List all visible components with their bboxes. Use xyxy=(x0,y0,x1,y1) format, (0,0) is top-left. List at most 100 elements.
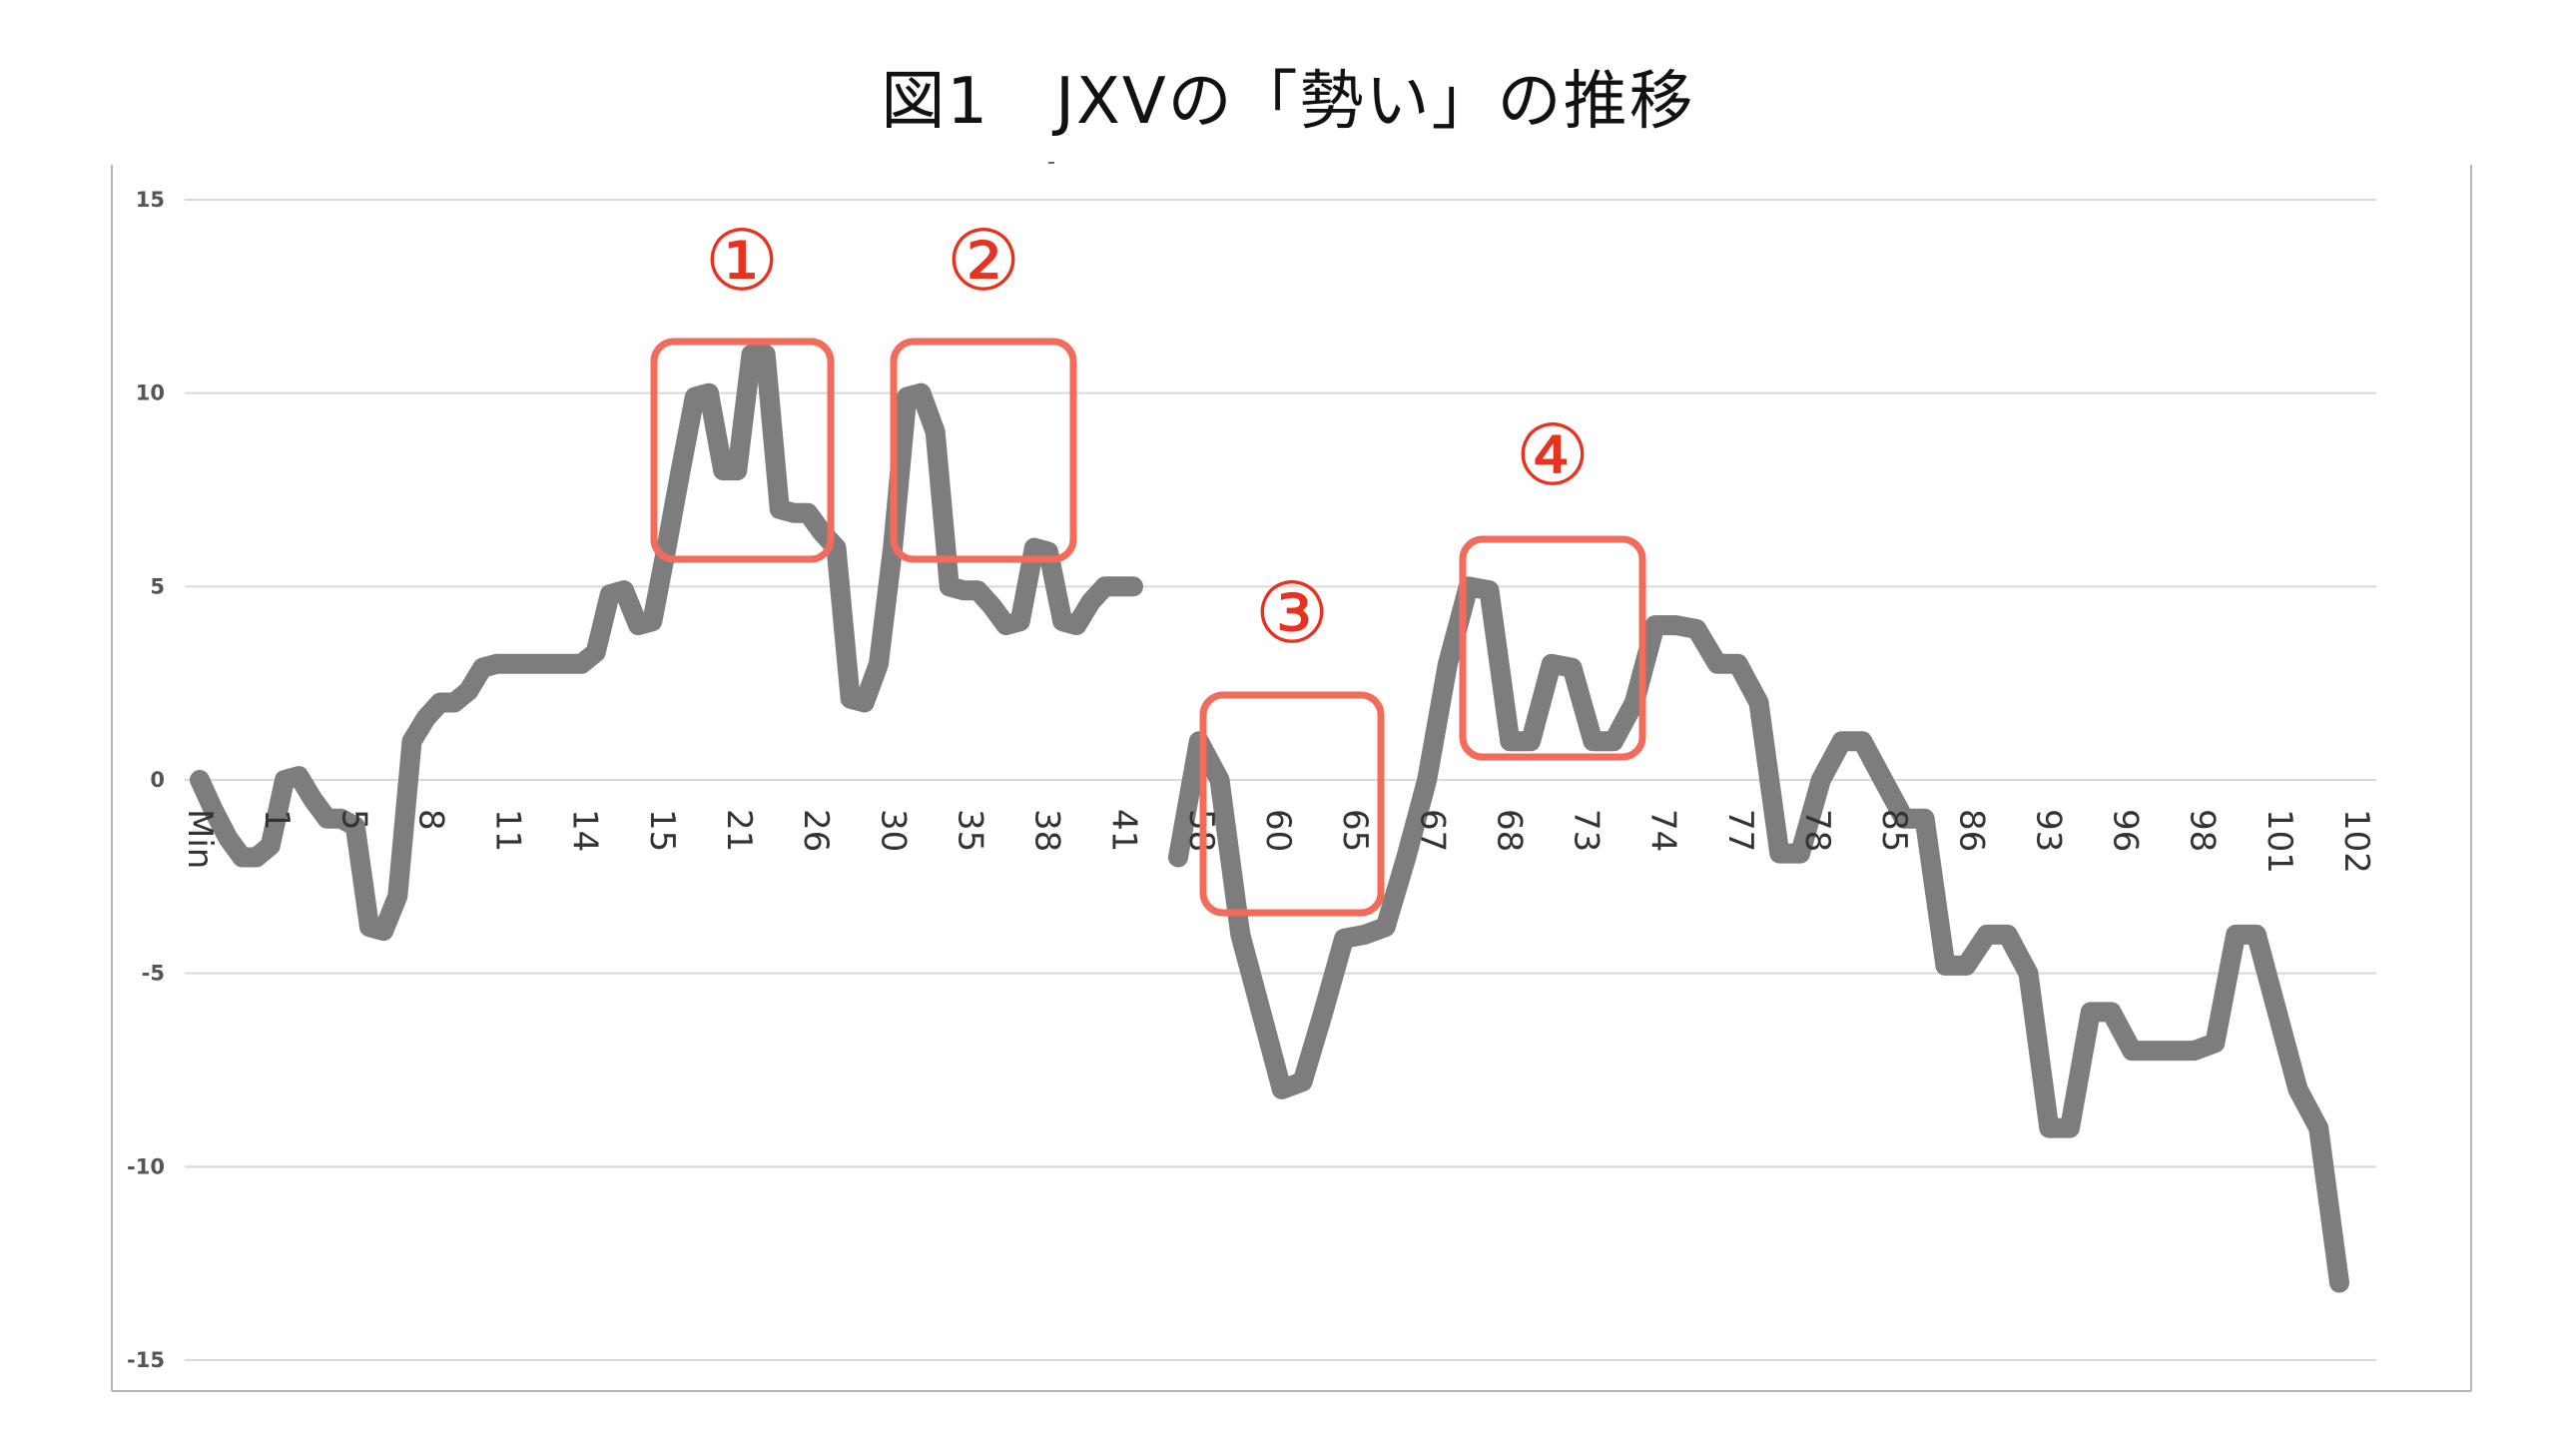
data-point xyxy=(2088,1010,2093,1015)
y-tick-label: 15 xyxy=(136,188,165,212)
data-point xyxy=(1673,623,1678,628)
data-point xyxy=(480,665,485,670)
chart-frame xyxy=(111,162,2472,1392)
x-tick-label: 21 xyxy=(719,809,759,852)
x-tick-label: 68 xyxy=(1489,809,1529,852)
gridlines xyxy=(185,199,2376,1361)
data-point xyxy=(1446,661,1450,666)
data-point xyxy=(1818,778,1823,782)
x-tick-label: 96 xyxy=(2106,809,2146,852)
data-point xyxy=(1529,739,1534,744)
data-point xyxy=(2109,1010,2114,1015)
callout-label: ④ xyxy=(1515,406,1590,504)
y-tick-label: 5 xyxy=(150,574,165,598)
data-point xyxy=(452,700,456,705)
highlight-box xyxy=(890,338,1077,563)
data-point xyxy=(324,816,329,821)
data-point xyxy=(2254,932,2258,937)
data-point xyxy=(1487,588,1492,593)
callout-label: ③ xyxy=(1254,564,1329,662)
callout-label: ② xyxy=(946,212,1020,310)
data-point xyxy=(2171,1049,2176,1054)
data-point xyxy=(423,716,428,720)
data-point xyxy=(1631,700,1636,705)
data-point xyxy=(1116,584,1121,589)
y-tick-label: -15 xyxy=(127,1348,165,1372)
data-point xyxy=(877,661,881,666)
data-point xyxy=(1922,816,1927,821)
data-series xyxy=(190,344,2349,1293)
x-tick-label: 35 xyxy=(950,809,989,852)
data-point xyxy=(297,774,302,779)
data-point xyxy=(283,778,287,782)
highlight-box xyxy=(650,338,835,563)
data-point xyxy=(692,394,697,399)
data-point xyxy=(1031,545,1036,550)
data-point xyxy=(622,588,626,593)
data-point xyxy=(1046,549,1050,554)
data-point xyxy=(735,468,740,473)
x-tick-label: 14 xyxy=(565,809,605,852)
data-point xyxy=(1176,855,1180,860)
data-point xyxy=(1964,963,1969,968)
data-point xyxy=(947,584,952,589)
data-point xyxy=(338,816,343,821)
x-tick-label: 41 xyxy=(1104,809,1144,852)
x-tick-label: 77 xyxy=(1720,809,1760,852)
data-point xyxy=(1756,700,1761,705)
data-point xyxy=(1549,661,1554,666)
data-point xyxy=(1943,963,1948,968)
data-point xyxy=(1652,623,1657,628)
data-point xyxy=(551,661,556,666)
x-tick-label: 30 xyxy=(873,809,913,852)
data-point xyxy=(749,352,754,357)
x-tick-label: 86 xyxy=(1951,809,1991,852)
data-point xyxy=(212,809,217,813)
data-point xyxy=(975,588,980,593)
data-point xyxy=(1362,932,1367,937)
data-point xyxy=(678,468,683,473)
data-point xyxy=(919,390,924,395)
data-point xyxy=(2234,932,2239,937)
data-point xyxy=(1342,936,1347,941)
data-point xyxy=(2295,1087,2300,1091)
x-tick-label: 1 xyxy=(257,809,297,831)
data-point xyxy=(1131,584,1135,589)
data-point xyxy=(962,588,966,593)
data-point xyxy=(593,650,598,655)
data-point xyxy=(989,603,994,608)
y-tick-label: 10 xyxy=(136,381,165,405)
data-point xyxy=(579,661,584,666)
data-point xyxy=(905,394,910,399)
x-tick-label: 78 xyxy=(1797,809,1837,852)
data-point xyxy=(1839,739,1844,744)
data-point xyxy=(466,688,471,693)
data-point xyxy=(1003,623,1008,628)
data-point xyxy=(268,843,273,848)
data-point xyxy=(1901,816,1906,821)
data-point xyxy=(1694,626,1699,631)
highlight-box xyxy=(1199,691,1385,917)
data-point xyxy=(381,929,386,934)
data-point xyxy=(1611,739,1616,744)
data-point xyxy=(198,778,202,782)
data-point xyxy=(664,545,669,550)
x-tick-label: 5 xyxy=(333,809,373,831)
data-point xyxy=(1591,739,1596,744)
data-point xyxy=(311,797,316,802)
x-tick-label: 26 xyxy=(796,809,836,852)
data-point xyxy=(226,836,231,841)
data-point xyxy=(2337,1280,2341,1285)
data-point xyxy=(1060,619,1065,624)
data-point xyxy=(777,506,782,511)
data-point xyxy=(862,700,867,705)
x-tick-label: 65 xyxy=(1335,809,1375,852)
data-point xyxy=(1735,661,1740,666)
data-point xyxy=(2274,1010,2279,1015)
data-point xyxy=(2316,1125,2321,1130)
data-point xyxy=(565,661,570,666)
data-point xyxy=(607,592,612,597)
y-tick-label: 0 xyxy=(150,768,165,792)
data-point xyxy=(352,824,357,829)
data-point xyxy=(707,390,711,395)
